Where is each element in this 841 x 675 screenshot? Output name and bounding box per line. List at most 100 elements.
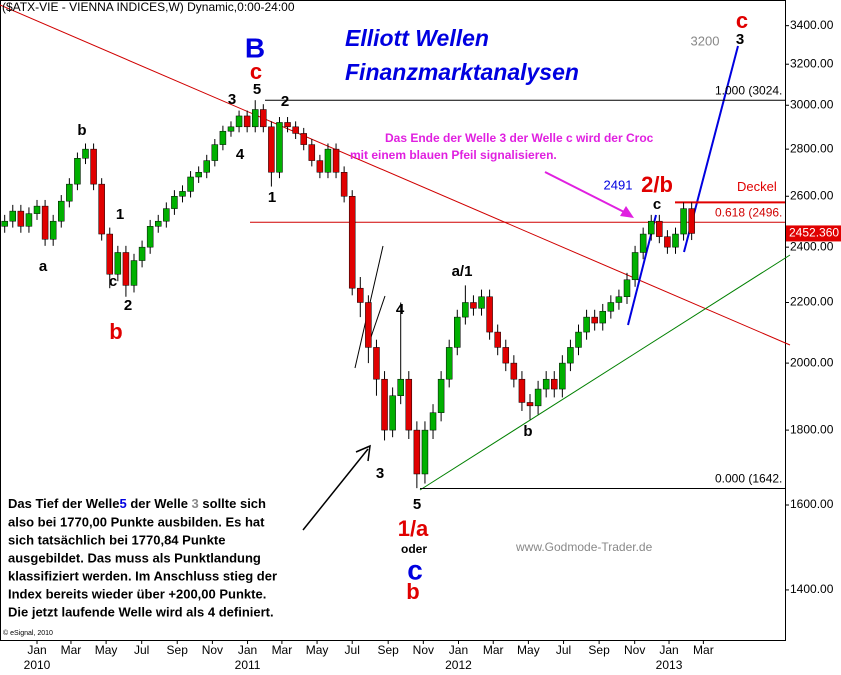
candle — [599, 303, 607, 331]
x-tick-label: Jan — [659, 643, 678, 657]
wave-label: 5 — [253, 81, 261, 98]
candle — [575, 324, 582, 356]
candle-body — [405, 378, 413, 431]
candle — [534, 380, 542, 415]
pointer-arrow — [544, 171, 629, 215]
x-tick-label: Jan — [238, 643, 257, 657]
candle — [74, 152, 81, 191]
candle-body — [211, 144, 219, 161]
candle-body — [163, 208, 170, 222]
candle — [243, 110, 251, 133]
x-tick-label: Jan — [27, 643, 46, 657]
candle-body — [300, 133, 307, 145]
year-label: 2012 — [445, 658, 472, 672]
candle-body — [599, 310, 607, 324]
wave-label: 3 — [736, 31, 744, 48]
candle — [639, 227, 647, 260]
x-tick-label: May — [95, 643, 118, 657]
candle — [90, 143, 97, 191]
candle — [340, 166, 348, 203]
pointer-arrow — [302, 448, 369, 531]
candle — [1, 214, 8, 233]
candle — [413, 421, 421, 489]
wave-label: c — [109, 273, 117, 290]
candle — [502, 339, 510, 372]
candle-body — [647, 220, 655, 235]
candle-body — [114, 252, 122, 275]
candle-body — [542, 378, 550, 390]
candle — [66, 178, 73, 208]
candle — [486, 289, 493, 340]
wave-label: 3 — [228, 91, 236, 108]
candle-body — [437, 378, 445, 413]
candle-body — [98, 183, 105, 235]
candle — [138, 240, 146, 268]
candle-body — [397, 378, 404, 396]
candle — [656, 214, 663, 244]
candle — [373, 339, 380, 396]
candle — [664, 230, 671, 254]
level-label: 0.618 (2496. — [715, 205, 782, 219]
candle-body — [260, 109, 267, 128]
wave-label: 3200 — [691, 33, 720, 48]
level-label: 1.000 (3024. — [715, 83, 782, 97]
candle — [33, 199, 41, 220]
candle — [631, 245, 639, 287]
candle — [146, 219, 154, 254]
wave-label: b — [523, 423, 532, 440]
candle-body — [276, 122, 283, 173]
candle — [542, 371, 550, 398]
wave-label: 3 — [376, 465, 384, 482]
candle-body — [454, 316, 461, 348]
note-segment: 3 — [192, 496, 199, 511]
candle-body — [680, 208, 687, 235]
candle — [357, 276, 364, 318]
candle — [187, 171, 194, 198]
note-line: also bei 1770,00 Punkte ausbilden. Es ha… — [8, 514, 265, 529]
wave-label: 2491 — [604, 177, 633, 192]
arrow-head — [355, 444, 371, 462]
note-line: Index bereits wieder über +200,00 Punkte… — [8, 586, 266, 601]
wave-label: 5 — [413, 496, 421, 513]
candle-body — [389, 395, 396, 431]
candle-body — [462, 302, 469, 318]
candle-body — [146, 226, 154, 248]
candle-body — [284, 122, 291, 128]
candle — [615, 289, 623, 310]
candle-body — [470, 302, 477, 309]
candle-body — [494, 331, 501, 348]
x-tick-label: Jul — [345, 643, 360, 657]
x-tick-label: May — [517, 643, 540, 657]
candle — [526, 394, 534, 420]
candle — [518, 371, 526, 411]
candle — [680, 202, 687, 241]
candle — [647, 214, 655, 241]
y-tick-label: 1400.00 — [790, 582, 834, 596]
candle — [98, 178, 105, 241]
candle-body — [227, 126, 235, 132]
x-tick-label: Sep — [167, 643, 189, 657]
candle-body — [429, 412, 437, 431]
candle-body — [49, 220, 57, 240]
y-tick-label: 2400.00 — [790, 239, 834, 253]
candle-body — [639, 233, 647, 253]
candle — [154, 214, 162, 233]
watermark: www.Godmode-Trader.de — [515, 540, 653, 554]
candle — [445, 339, 453, 388]
candle — [397, 302, 404, 405]
note-line: sich tatsächlich bei 1770,84 Punkte — [8, 532, 226, 547]
candle — [203, 154, 210, 179]
x-tick-label: Nov — [413, 643, 434, 657]
note-segment: der Welle — [127, 496, 192, 511]
candle-body — [203, 160, 210, 173]
candle-body — [1, 220, 8, 227]
plot-frame — [0, 0, 786, 641]
wave-label: Das Ende der Welle 3 der Welle c wird de… — [385, 131, 654, 145]
wave-label: b — [109, 319, 122, 344]
candle — [348, 190, 356, 296]
year-label: 2013 — [656, 658, 683, 672]
candle-body — [340, 172, 348, 197]
candle-body — [526, 402, 534, 407]
candle-body — [235, 115, 243, 128]
candle — [324, 143, 332, 179]
